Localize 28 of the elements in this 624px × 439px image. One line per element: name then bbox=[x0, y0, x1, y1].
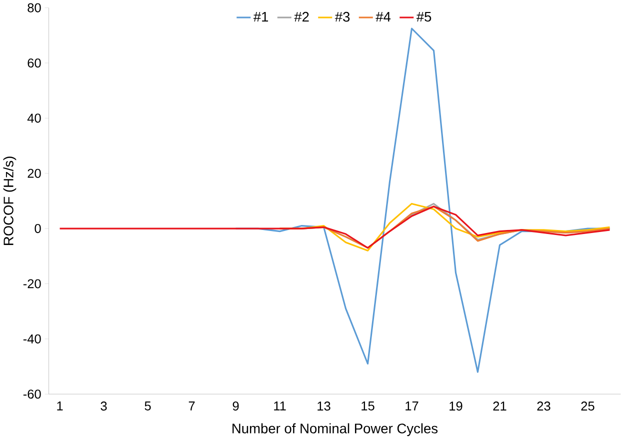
x-tick-label: 7 bbox=[188, 401, 195, 410]
x-tick-label: 25 bbox=[581, 401, 594, 410]
x-axis-title: Number of Nominal Power Cycles bbox=[232, 423, 438, 436]
y-tick-label: 40 bbox=[27, 113, 41, 123]
legend-label: #3 bbox=[334, 12, 350, 22]
y-tick-label: 60 bbox=[28, 58, 41, 68]
x-tick-label: 15 bbox=[362, 401, 374, 410]
y-tick-label: -40 bbox=[23, 334, 41, 344]
x-tick-label: 11 bbox=[274, 401, 286, 410]
x-tick-label: 17 bbox=[406, 401, 418, 410]
y-axis-title: ROCOF (Hz/s) bbox=[3, 156, 16, 245]
x-tick-label: 23 bbox=[537, 401, 550, 410]
legend-label: #5 bbox=[416, 12, 432, 22]
legend-label: #4 bbox=[376, 12, 391, 22]
x-tick-label: 9 bbox=[232, 401, 239, 410]
y-tick-label: 20 bbox=[28, 168, 41, 178]
y-tick-label: -20 bbox=[23, 279, 41, 288]
x-tick-label: 5 bbox=[144, 401, 151, 410]
y-tick-label: 0 bbox=[34, 224, 41, 233]
legend-label: #2 bbox=[294, 12, 309, 22]
y-tick-label: -60 bbox=[23, 389, 41, 398]
x-tick-label: 19 bbox=[450, 401, 462, 410]
y-tick-label: 80 bbox=[28, 3, 41, 12]
x-tick-label: 3 bbox=[100, 401, 107, 410]
x-tick-label: 13 bbox=[318, 401, 330, 410]
x-tick-label: 1 bbox=[57, 401, 63, 410]
legend-label: #1 bbox=[253, 12, 268, 22]
x-tick-label: 21 bbox=[493, 401, 506, 410]
